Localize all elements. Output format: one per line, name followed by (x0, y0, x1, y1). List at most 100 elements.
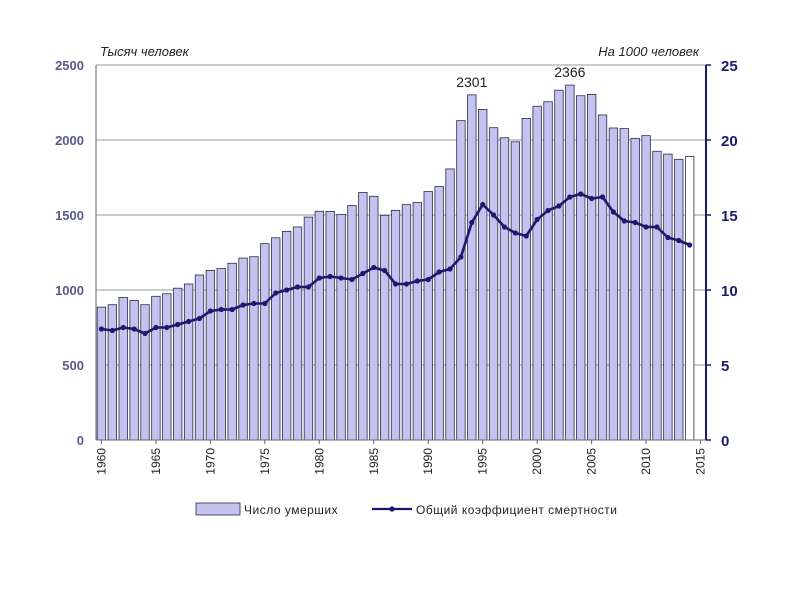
rate-point (98, 326, 105, 332)
bar (271, 237, 281, 441)
y-right-tick-label: 5 (721, 358, 729, 375)
rate-point (392, 281, 399, 287)
rate-point (131, 326, 137, 332)
bar (630, 137, 640, 441)
x-tick-label: 1980 (312, 448, 326, 475)
x-tick-label: 1975 (258, 448, 272, 475)
x-tick-label: 1985 (367, 448, 381, 475)
bar (249, 256, 259, 441)
rate-point (338, 275, 344, 281)
bar (390, 209, 401, 441)
rate-point (556, 203, 562, 209)
bar (205, 269, 216, 441)
bar (488, 127, 499, 441)
legend-swatch-bars (195, 502, 241, 516)
y-right-tick-label: 20 (721, 133, 738, 150)
bar (641, 135, 651, 441)
y-right-tick-label: 10 (721, 283, 738, 300)
bar (565, 84, 575, 441)
rate-point (621, 218, 627, 224)
bar (325, 210, 335, 441)
legend-swatch-marker (389, 506, 395, 512)
y-left-tick-label: 2500 (55, 58, 84, 73)
rate-point (447, 266, 453, 272)
rate-point (610, 209, 617, 215)
y-left-tick-label: 1000 (55, 283, 84, 298)
bar (216, 268, 226, 441)
rate-point (414, 278, 420, 284)
bar (619, 128, 629, 441)
rate-point (687, 242, 693, 248)
rate-point (109, 327, 115, 334)
rate-point (251, 300, 257, 307)
bar (260, 243, 270, 441)
y-left-tick-label: 2000 (55, 133, 84, 148)
bar (521, 118, 531, 441)
rate-point (436, 269, 442, 275)
bar (423, 191, 433, 441)
rate-point (240, 302, 246, 308)
rate-point (305, 284, 312, 290)
rate-point (545, 207, 551, 214)
rate-point (578, 191, 584, 197)
bar (674, 158, 684, 441)
rate-point (153, 324, 159, 331)
rate-point (665, 234, 671, 241)
bar (467, 94, 477, 441)
rate-point (120, 324, 126, 331)
rate-line-group (98, 191, 693, 337)
bar (194, 274, 205, 441)
rate-point (458, 254, 464, 260)
rate-point (327, 273, 333, 280)
y-left-tick-label: 1500 (55, 208, 84, 223)
rate-point (425, 276, 431, 283)
y-left-tick-label: 500 (62, 358, 84, 373)
rate-point (349, 276, 355, 283)
bars-group (96, 84, 695, 441)
bar (499, 137, 510, 441)
bar (445, 168, 455, 441)
bar (162, 293, 172, 441)
legend: Число умерших Общий коэффициент смертност… (195, 502, 618, 517)
rate-point (164, 324, 170, 331)
data-label: 2366 (554, 64, 585, 80)
rate-point (294, 284, 301, 290)
rate-point (480, 201, 486, 208)
bar (412, 202, 422, 441)
rate-point (316, 275, 322, 281)
bar (238, 257, 248, 441)
rate-point (501, 224, 508, 230)
rate-point (196, 315, 203, 322)
x-tick-label: 1960 (94, 448, 108, 475)
rate-point (632, 219, 638, 226)
bar (532, 105, 542, 441)
bar (543, 101, 553, 441)
bar (140, 304, 150, 441)
y-right-axis-title: На 1000 человек (598, 44, 700, 59)
x-tick-label: 1970 (203, 448, 217, 475)
rate-point (360, 270, 366, 277)
rate-point (262, 300, 268, 307)
y-right-tick-label: 25 (721, 58, 738, 75)
bar (281, 230, 292, 441)
x-tick-label: 2015 (694, 448, 708, 475)
rate-point (567, 194, 573, 200)
rate-point (676, 237, 682, 244)
legend-label-bars: Число умерших (244, 503, 338, 517)
rate-point (469, 219, 475, 226)
x-tick-label: 1995 (476, 448, 490, 475)
bar (151, 295, 161, 441)
data-label: 2301 (456, 74, 487, 90)
bar (478, 109, 488, 441)
rate-point (643, 224, 649, 230)
rate-point (382, 267, 388, 274)
labels-group: Тысяч человек На 1000 человек 2301 2366 (100, 44, 700, 90)
rate-point (229, 306, 235, 313)
x-tick-label: 2005 (585, 448, 599, 475)
legend-label-line: Общий коэффициент смертности (416, 503, 618, 517)
bar (434, 186, 444, 441)
rate-point (218, 306, 224, 313)
bar (576, 95, 586, 441)
bar (652, 150, 662, 441)
